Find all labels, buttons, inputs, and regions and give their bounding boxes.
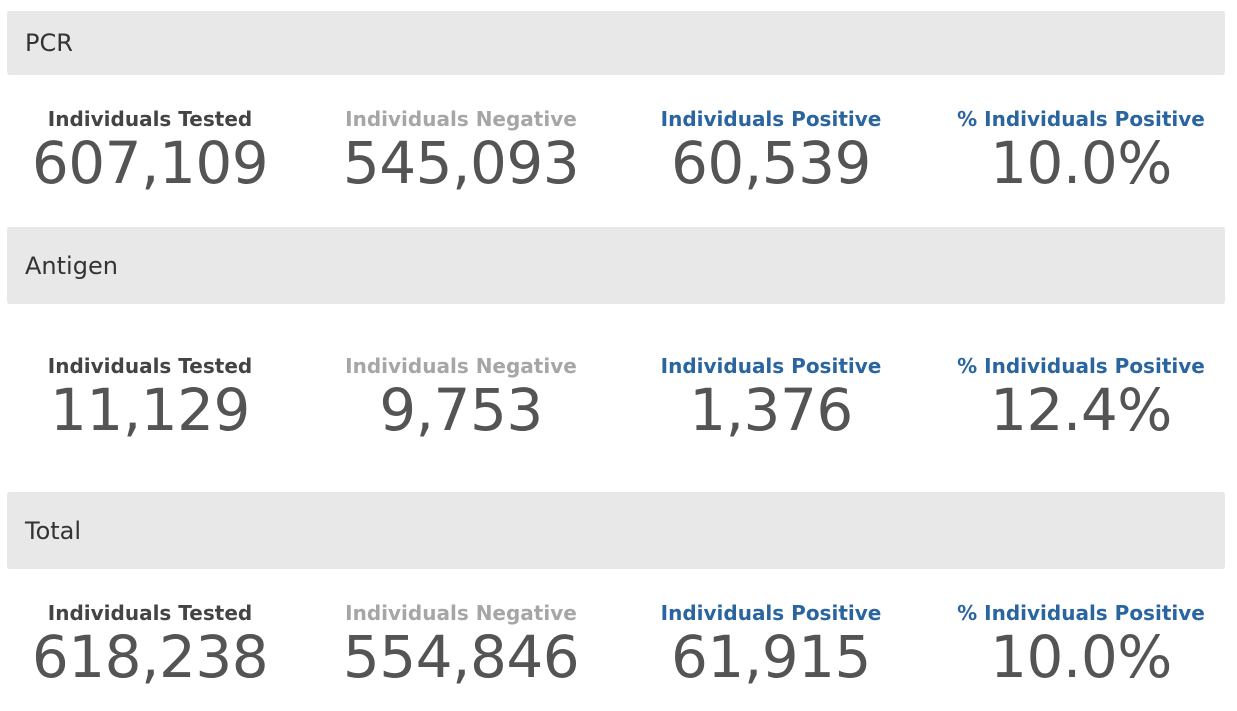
stat-percent-positive: % Individuals Positive 10.0%: [931, 107, 1231, 193]
section-header-pcr: PCR: [7, 11, 1225, 75]
section-title: PCR: [25, 29, 73, 57]
section-title: Antigen: [25, 251, 118, 280]
stat-value: 545,093: [342, 129, 580, 197]
stat-label: % Individuals Positive: [957, 354, 1205, 378]
section-header-antigen: Antigen: [7, 227, 1225, 304]
stat-individuals-negative: Individuals Negative 554,846: [311, 601, 611, 687]
stat-label: Individuals Positive: [660, 107, 882, 131]
stat-value: 60,539: [671, 129, 871, 197]
stat-individuals-tested: Individuals Tested 618,238: [0, 601, 300, 687]
stat-value: 10.0%: [990, 623, 1172, 691]
stat-label: Individuals Negative: [345, 107, 577, 131]
stats-row-pcr: Individuals Tested 607,109 Individuals N…: [0, 107, 1237, 217]
stat-value: 1,376: [689, 376, 853, 444]
stat-individuals-positive: Individuals Positive 60,539: [621, 107, 921, 193]
stats-row-antigen: Individuals Tested 11,129 Individuals Ne…: [0, 354, 1237, 464]
stat-label: Individuals Tested: [47, 354, 253, 378]
stat-percent-positive: % Individuals Positive 12.4%: [931, 354, 1231, 440]
stat-value: 10.0%: [990, 129, 1172, 197]
stat-value: 607,109: [31, 129, 269, 197]
stat-individuals-tested: Individuals Tested 11,129: [0, 354, 300, 440]
stat-label: % Individuals Positive: [957, 107, 1205, 131]
stat-individuals-negative: Individuals Negative 545,093: [311, 107, 611, 193]
stat-label: Individuals Positive: [660, 354, 882, 378]
stat-individuals-negative: Individuals Negative 9,753: [311, 354, 611, 440]
stat-label: % Individuals Positive: [957, 601, 1205, 625]
stat-individuals-positive: Individuals Positive 61,915: [621, 601, 921, 687]
stat-value: 618,238: [31, 623, 269, 691]
stat-value: 11,129: [50, 376, 250, 444]
section-title: Total: [25, 516, 82, 545]
stat-value: 61,915: [671, 623, 871, 691]
section-header-total: Total: [7, 492, 1225, 569]
stats-row-total: Individuals Tested 618,238 Individuals N…: [0, 601, 1237, 711]
stat-label: Individuals Tested: [47, 107, 253, 131]
stat-value: 12.4%: [990, 376, 1172, 444]
stat-label: Individuals Negative: [345, 601, 577, 625]
stat-label: Individuals Tested: [47, 601, 253, 625]
stat-individuals-positive: Individuals Positive 1,376: [621, 354, 921, 440]
stat-percent-positive: % Individuals Positive 10.0%: [931, 601, 1231, 687]
stat-label: Individuals Negative: [345, 354, 577, 378]
stat-value: 554,846: [342, 623, 580, 691]
stat-individuals-tested: Individuals Tested 607,109: [0, 107, 300, 193]
stat-label: Individuals Positive: [660, 601, 882, 625]
stat-value: 9,753: [379, 376, 543, 444]
